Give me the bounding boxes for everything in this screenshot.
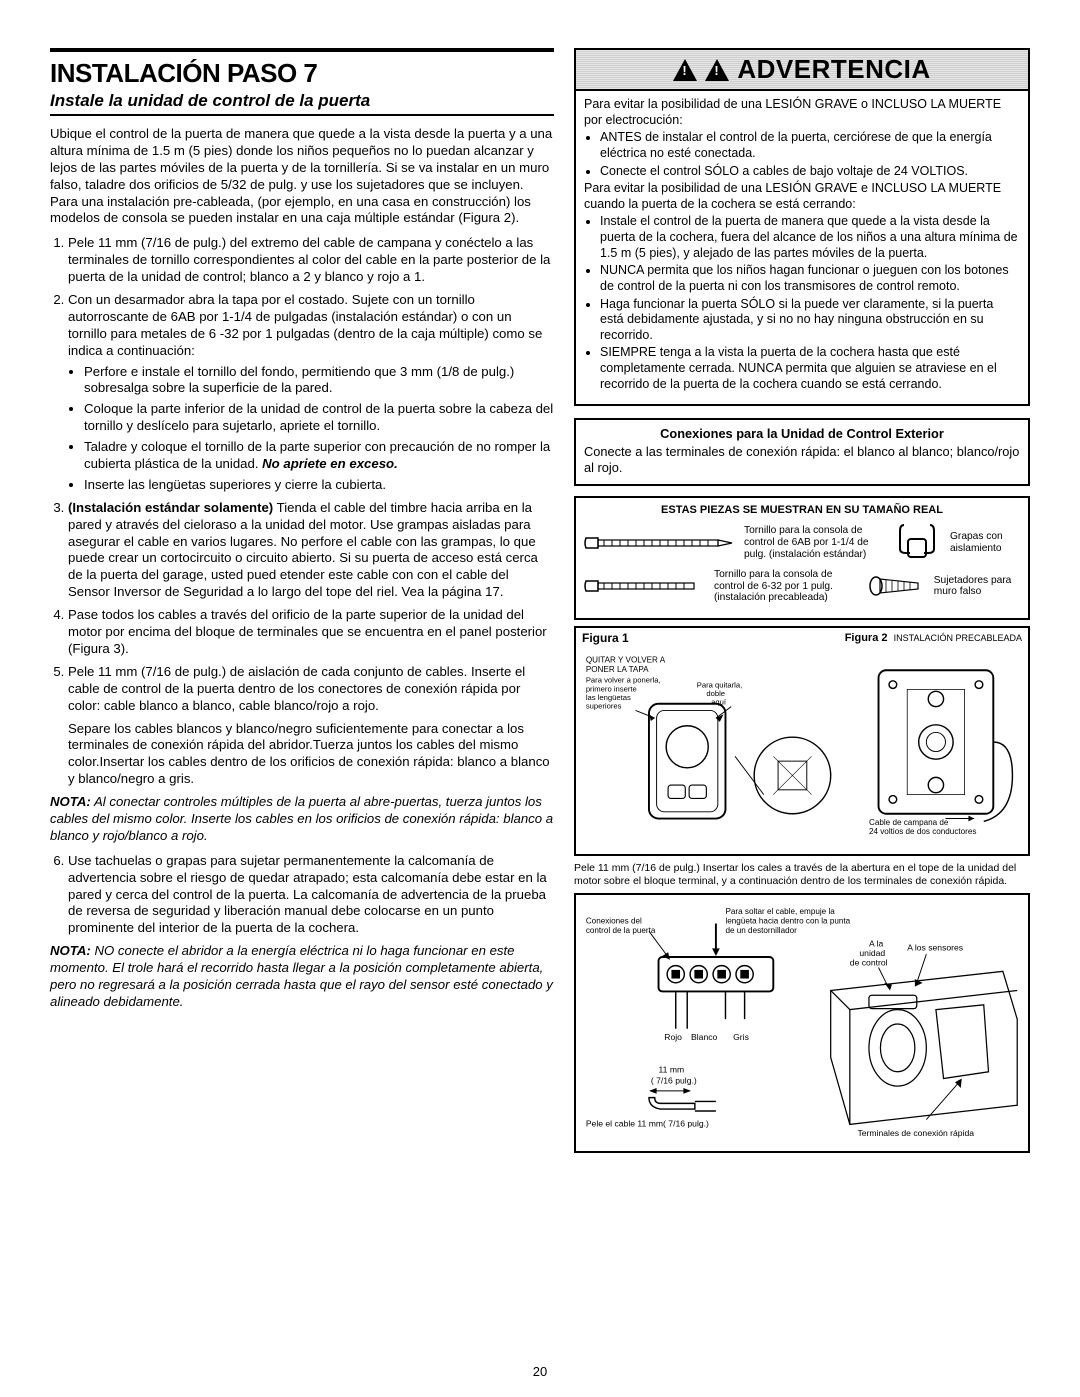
svg-text:primero inserte: primero inserte — [586, 685, 637, 694]
step-2-sublist: Perfore e instale el tornillo del fondo,… — [68, 364, 554, 494]
svg-text:PONER LA TAPA: PONER LA TAPA — [586, 666, 649, 675]
screw-1-label: Tornillo para la consola de control de 6… — [744, 525, 884, 560]
svg-text:A los sensores: A los sensores — [907, 942, 963, 952]
connections-box: Conexiones para la Unidad de Control Ext… — [574, 418, 1030, 486]
warning-b4: NUNCA permita que los niños hagan funcio… — [600, 263, 1020, 294]
nota-1-label: NOTA: — [50, 794, 91, 809]
svg-text:doble: doble — [706, 690, 725, 699]
step-5b: Separe los cables blancos y blanco/negro… — [68, 721, 554, 789]
page-number: 20 — [533, 1364, 547, 1379]
parts-caption: ESTAS PIEZAS SE MUESTRAN EN SU TAMAÑO RE… — [584, 504, 1020, 517]
step-title: INSTALACIÓN PASO 7 — [50, 58, 554, 89]
parts-row-2: Tornillo para la consola de control de 6… — [584, 569, 1020, 604]
step-2b: Coloque la parte inferior de la unidad d… — [84, 401, 554, 435]
step-3-bold: (Instalación estándar solamente) — [68, 500, 273, 515]
warning-b2: Conecte el control SÓLO a cables de bajo… — [600, 164, 1020, 180]
figure-3-box: Para soltar el cable, empuje la lengüeta… — [574, 893, 1030, 1153]
svg-text:24 voltios de dos conductores: 24 voltios de dos conductores — [869, 827, 977, 836]
svg-text:Rojo: Rojo — [664, 1032, 682, 1042]
anchor-1-label: Grapas con aislamiento — [950, 531, 1020, 554]
svg-text:Para soltar el cable, empuje l: Para soltar el cable, empuje la — [725, 907, 835, 916]
figure-2-label: Figura 2 INSTALACIÓN PRECABLEADA — [845, 632, 1022, 645]
screw-icon — [584, 530, 734, 556]
svg-text:aquí: aquí — [711, 698, 727, 707]
right-column: ADVERTENCIA Para evitar la posibilidad d… — [574, 48, 1030, 1153]
nota-2-label: NOTA: — [50, 943, 91, 958]
step-2a: Perfore e instale el tornillo del fondo,… — [84, 364, 554, 398]
svg-text:lengüeta hacia dentro con la p: lengüeta hacia dentro con la punta — [725, 917, 850, 926]
step-1: Pele 11 mm (7/16 de pulg.) del extremo d… — [68, 235, 554, 286]
warning-b6: SIEMPRE tenga a la vista la puerta de la… — [600, 345, 1020, 392]
figure-1-2-box: Figura 1 Figura 2 INSTALACIÓN PRECABLEAD… — [574, 626, 1030, 856]
step-5: Pele 11 mm (7/16 de pulg.) de aislación … — [68, 664, 554, 788]
parts-box: ESTAS PIEZAS SE MUESTRAN EN SU TAMAÑO RE… — [574, 496, 1030, 620]
figure-1-label: Figura 1 — [582, 632, 629, 645]
svg-text:Para volver a ponerla,: Para volver a ponerla, — [586, 676, 661, 685]
step-2c: Taladre y coloque el tornillo de la part… — [84, 439, 554, 473]
anchor-2-label: Sujetadores para muro falso — [934, 575, 1020, 598]
svg-text:superiores: superiores — [586, 702, 622, 711]
step-6: Use tachuelas o grapas para sujetar perm… — [68, 853, 554, 937]
fig1-sub1: QUITAR Y VOLVER A — [586, 656, 666, 665]
warning-title: ADVERTENCIA — [737, 54, 930, 85]
svg-text:11 mm: 11 mm — [659, 1065, 685, 1075]
step-2-text: Con un desarmador abra la tapa por el co… — [68, 292, 542, 358]
parts-row-1: Tornillo para la consola de control de 6… — [584, 523, 1020, 563]
step-4: Pase todos los cables a través del orifi… — [68, 607, 554, 658]
warning-box: ADVERTENCIA Para evitar la posibilidad d… — [574, 48, 1030, 406]
nota-2: NOTA: NO conecte el abridor a la energía… — [50, 943, 554, 1011]
step-subtitle: Instale la unidad de control de la puert… — [50, 91, 554, 111]
rule-thin — [50, 114, 554, 116]
warning-b5: Haga funcionar la puerta SÓLO si la pued… — [600, 297, 1020, 344]
screw-2-label: Tornillo para la consola de control de 6… — [714, 569, 858, 604]
svg-text:las lengüetas: las lengüetas — [586, 693, 631, 702]
instruction-list: Pele 11 mm (7/16 de pulg.) del extremo d… — [50, 235, 554, 788]
screw-icon — [584, 573, 704, 599]
connections-title: Conexiones para la Unidad de Control Ext… — [584, 426, 1020, 442]
figure-2-sub: INSTALACIÓN PRECABLEADA — [894, 633, 1022, 643]
warning-b3: Instale el control de la puerta de maner… — [600, 214, 1020, 261]
fig2-cable-label: Cable de campana de — [869, 819, 949, 828]
wall-anchor-icon — [868, 571, 924, 601]
svg-text:Pele el cable 11 mm( 7/16 pulg: Pele el cable 11 mm( 7/16 pulg.) — [586, 1118, 709, 1128]
connections-text: Conecte a las terminales de conexión ráp… — [584, 444, 1020, 476]
nota-1-text: Al conectar controles múltiples de la pu… — [50, 794, 553, 843]
svg-text:control de la puerta: control de la puerta — [586, 926, 656, 935]
figure-3-diagram: Para soltar el cable, empuje la lengüeta… — [582, 899, 1022, 1147]
instruction-list-cont: Use tachuelas o grapas para sujetar perm… — [50, 853, 554, 937]
nota-2-text: NO conecte el abridor a la energía eléct… — [50, 943, 553, 1009]
svg-text:( 7/16 pulg.): ( 7/16 pulg.) — [651, 1075, 697, 1085]
svg-text:de un destornillador: de un destornillador — [725, 926, 797, 935]
svg-text:Para quitarla,: Para quitarla, — [697, 681, 742, 690]
warning-p2: Para evitar la posibilidad de una LESIÓN… — [584, 181, 1020, 212]
svg-text:A la: A la — [869, 939, 884, 949]
warning-triangle-icon — [705, 59, 729, 81]
svg-text:Gris: Gris — [733, 1032, 749, 1042]
warning-header: ADVERTENCIA — [576, 50, 1028, 91]
step-2d: Inserte las lengüetas superiores y cierr… — [84, 477, 554, 494]
step-2: Con un desarmador abra la tapa por el co… — [68, 292, 554, 494]
warning-triangle-icon — [673, 59, 697, 81]
step-3: (Instalación estándar solamente) Tienda … — [68, 500, 554, 601]
svg-text:Blanco: Blanco — [691, 1032, 717, 1042]
figure-1-2-diagram: QUITAR Y VOLVER A PONER LA TAPA Para vol… — [582, 647, 1022, 837]
warning-body: Para evitar la posibilidad de una LESIÓN… — [576, 91, 1028, 404]
svg-text:Terminales de conexión rápida: Terminales de conexión rápida — [857, 1128, 974, 1138]
warning-p1: Para evitar la posibilidad de una LESIÓN… — [584, 97, 1020, 128]
step-5-text: Pele 11 mm (7/16 de pulg.) de aislación … — [68, 664, 525, 713]
rule — [50, 48, 554, 52]
svg-text:de control: de control — [850, 958, 888, 968]
left-column: INSTALACIÓN PASO 7 Instale la unidad de … — [50, 48, 554, 1153]
svg-text:unidad: unidad — [859, 948, 885, 958]
warning-b1: ANTES de instalar el control de la puert… — [600, 130, 1020, 161]
svg-text:Conexiones del: Conexiones del — [586, 917, 642, 926]
step-2c-bold: No apriete en exceso. — [262, 456, 398, 471]
nota-1: NOTA: Al conectar controles múltiples de… — [50, 794, 554, 845]
intro-paragraph: Ubique el control de la puerta de manera… — [50, 126, 554, 227]
anchor-icon — [894, 523, 940, 563]
figure-1-2-caption: Pele 11 mm (7/16 de pulg.) Insertar los … — [574, 862, 1030, 887]
